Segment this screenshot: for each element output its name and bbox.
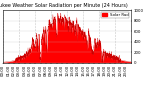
Text: Milwaukee Weather Solar Radiation per Minute (24 Hours): Milwaukee Weather Solar Radiation per Mi… (0, 3, 127, 8)
Legend: Solar Rad: Solar Rad (101, 12, 129, 18)
